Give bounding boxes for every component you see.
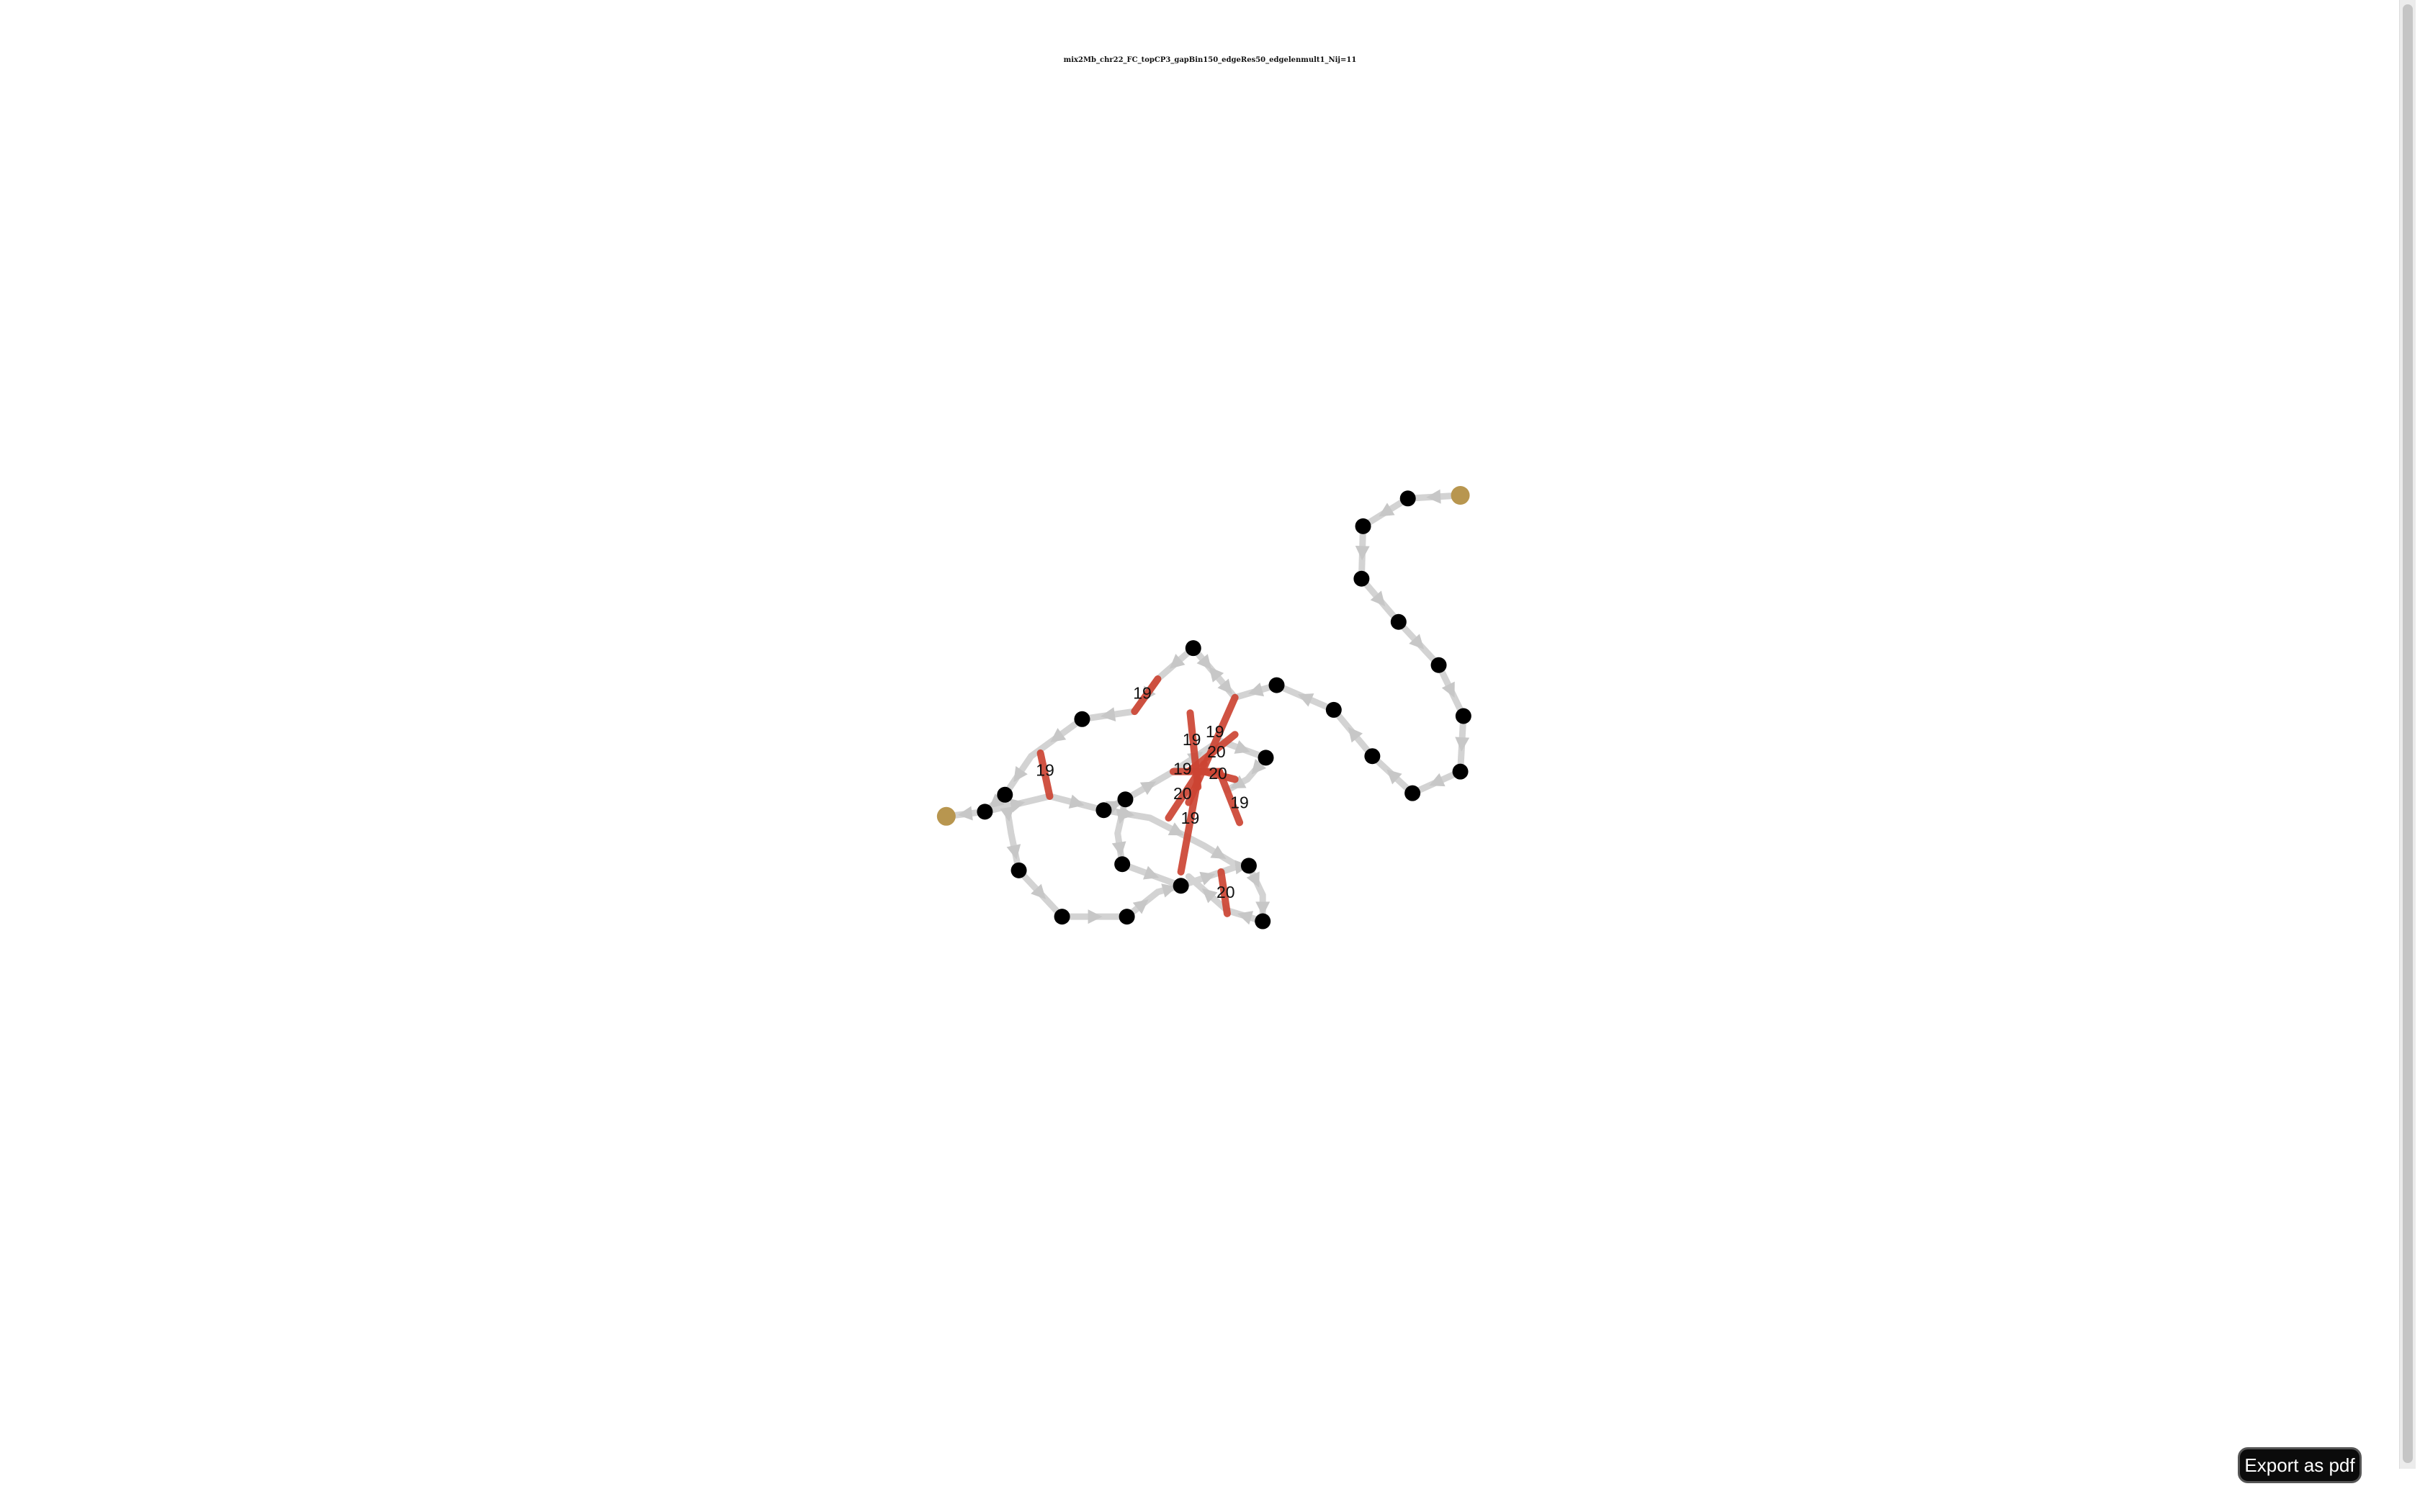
graph-node bbox=[1258, 750, 1274, 766]
edge-arrow bbox=[1210, 845, 1227, 860]
edge-layer bbox=[943, 492, 1467, 926]
edge-arrow bbox=[1168, 822, 1185, 836]
export-pdf-button[interactable]: Export as pdf bbox=[2238, 1447, 2362, 1483]
graph-node bbox=[1452, 763, 1469, 780]
scrollbar-thumb[interactable] bbox=[2403, 4, 2413, 1463]
graph-node bbox=[1255, 913, 1271, 930]
edge-arrow bbox=[1426, 489, 1441, 504]
edge-arrow bbox=[988, 793, 1005, 809]
contact-link-4 bbox=[1185, 731, 1239, 775]
graph-node bbox=[1119, 909, 1135, 925]
edge-arrow bbox=[1255, 901, 1270, 917]
graph-node bbox=[997, 786, 1013, 803]
edge-arrow bbox=[1370, 590, 1386, 607]
terminal-node-1 bbox=[936, 806, 956, 826]
graph-node bbox=[1355, 518, 1371, 534]
graph-node bbox=[1173, 878, 1189, 894]
node-layer bbox=[936, 485, 1471, 930]
arrow-layer bbox=[957, 489, 1470, 925]
edge-arrow bbox=[1031, 883, 1047, 900]
graph-node bbox=[1054, 909, 1070, 925]
graph-node bbox=[1185, 640, 1201, 657]
edge-arrow bbox=[1246, 871, 1260, 888]
graph-node bbox=[1399, 490, 1416, 507]
graph-node bbox=[1404, 785, 1421, 801]
edge-label: 19 bbox=[1133, 684, 1152, 703]
graph-node bbox=[977, 804, 993, 820]
graph-node bbox=[1117, 791, 1134, 808]
edge-arrow bbox=[1000, 806, 1015, 822]
graph-title: mix2Mb_chr22_FC_topCP3_gapBin150_edgeRes… bbox=[1063, 56, 1357, 64]
edge-label: 19 bbox=[1173, 760, 1192, 778]
edge-arrow bbox=[1429, 773, 1446, 787]
edge-arrow bbox=[1355, 546, 1370, 561]
graph-node bbox=[1240, 858, 1257, 874]
contact-link-8 bbox=[1216, 768, 1244, 827]
graph-node bbox=[1010, 862, 1027, 878]
graph-node bbox=[1325, 701, 1342, 718]
graph-node bbox=[1095, 802, 1112, 819]
edge-arrow bbox=[1006, 844, 1021, 860]
edge-label: 20 bbox=[1173, 784, 1192, 803]
graph-node bbox=[1455, 708, 1471, 724]
edge-label: 19 bbox=[1183, 730, 1201, 749]
terminal-node-0 bbox=[1451, 485, 1470, 505]
edge-arrow bbox=[1013, 765, 1028, 783]
edge-arrow bbox=[1116, 808, 1130, 824]
edge-arrow bbox=[1248, 683, 1265, 697]
vertical-scrollbar[interactable] bbox=[2399, 0, 2416, 1469]
edge-label: 20 bbox=[1207, 742, 1226, 761]
edge-arrow bbox=[1161, 883, 1178, 898]
graph-node bbox=[1353, 570, 1370, 587]
edge-arrow bbox=[1199, 871, 1216, 886]
edge-arrow bbox=[1139, 781, 1157, 796]
edge-arrow bbox=[957, 806, 973, 821]
edge-arrow bbox=[1379, 503, 1395, 517]
edge-arrow bbox=[1101, 707, 1116, 722]
edge-arrow bbox=[1230, 775, 1247, 789]
edge-arrow bbox=[1142, 865, 1160, 880]
graph-node bbox=[1364, 748, 1381, 765]
edge-arrow bbox=[1441, 681, 1455, 698]
edge-arrow bbox=[1050, 728, 1067, 742]
edge-label: 20 bbox=[1216, 883, 1235, 901]
edge-arrow bbox=[1201, 888, 1218, 904]
edge-arrow bbox=[1251, 759, 1267, 775]
contact-link-9 bbox=[1177, 775, 1202, 876]
edge-arrow bbox=[1196, 654, 1212, 670]
contact-link-10 bbox=[1217, 868, 1231, 917]
edge-label: 19 bbox=[1181, 809, 1200, 827]
edge-arrow bbox=[1386, 769, 1402, 785]
edge-arrow bbox=[1234, 740, 1250, 754]
contact-link-1 bbox=[1036, 749, 1054, 800]
graph-node bbox=[1074, 711, 1090, 727]
graph-node bbox=[1114, 856, 1131, 873]
edge-arrow bbox=[1237, 911, 1254, 925]
edge-arrow bbox=[1209, 667, 1224, 683]
edge-arrow bbox=[1009, 798, 1026, 813]
edge-arrow bbox=[1455, 737, 1470, 752]
edge-label: 19 bbox=[1036, 761, 1054, 780]
graph-node bbox=[1390, 613, 1407, 630]
edge-arrow bbox=[1132, 899, 1149, 914]
edge-arrow bbox=[1409, 634, 1425, 649]
graph-node bbox=[1268, 677, 1285, 693]
link-layer bbox=[1036, 675, 1244, 917]
edge-arrow bbox=[1348, 726, 1363, 743]
edge-label: 19 bbox=[1230, 793, 1249, 812]
edge-arrow bbox=[1169, 654, 1186, 669]
edge-arrow bbox=[1111, 841, 1126, 857]
graph-node bbox=[1430, 657, 1447, 673]
edge-arrow bbox=[1068, 794, 1085, 809]
edge-label: 20 bbox=[1209, 764, 1227, 783]
contact-link-0 bbox=[1131, 675, 1162, 716]
edge-arrow bbox=[1105, 801, 1122, 814]
edge-arrow bbox=[1217, 678, 1232, 695]
edge-label: 19 bbox=[1206, 722, 1224, 741]
edge-arrow bbox=[1298, 693, 1314, 707]
contact-link-7 bbox=[1165, 760, 1208, 822]
edge-arrow bbox=[1088, 909, 1103, 924]
